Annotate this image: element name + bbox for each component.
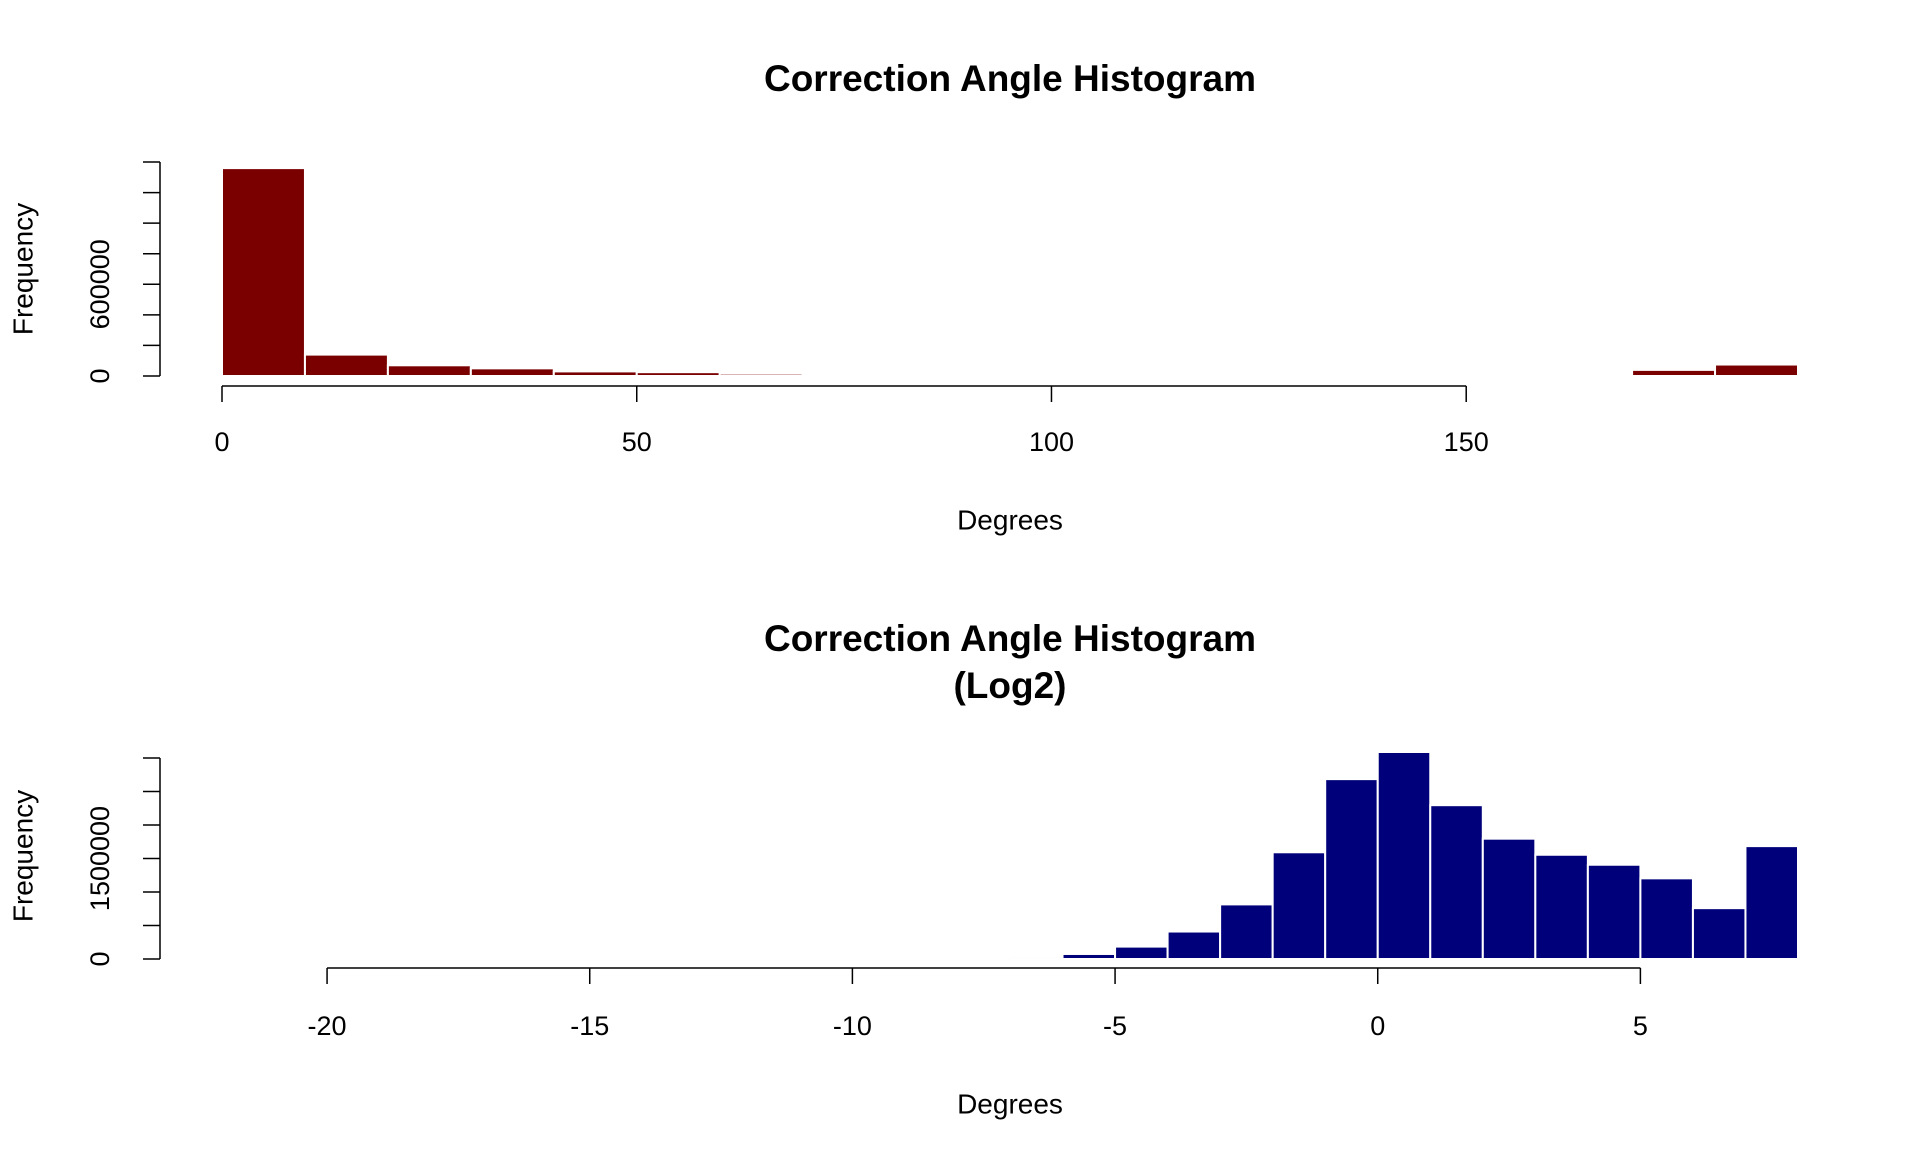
bar bbox=[1324, 778, 1379, 960]
y-tick-label: 0 bbox=[85, 951, 115, 966]
y-tick-label: 600000 bbox=[85, 239, 115, 329]
histogram-panel: Correction Angle Histogram (Log2) Degrees F… bbox=[7, 618, 1800, 1119]
bar bbox=[718, 372, 804, 378]
y-tick-label: 0 bbox=[85, 368, 115, 383]
x-tick-label: -20 bbox=[308, 1011, 347, 1041]
bar bbox=[635, 371, 721, 377]
y-axis-label: Frequency bbox=[7, 203, 38, 335]
bar bbox=[303, 353, 389, 378]
bar bbox=[1534, 853, 1589, 961]
bar bbox=[1114, 945, 1169, 961]
bar bbox=[1586, 863, 1642, 961]
bar bbox=[1009, 955, 1064, 961]
bar bbox=[1429, 804, 1484, 961]
bar bbox=[469, 367, 555, 378]
bar bbox=[1631, 368, 1717, 377]
bar bbox=[552, 370, 638, 377]
bar bbox=[1691, 907, 1747, 960]
bar bbox=[801, 373, 887, 377]
x-tick-label: 150 bbox=[1444, 427, 1489, 457]
bar bbox=[1639, 877, 1694, 960]
bar bbox=[884, 374, 970, 378]
x-tick-label: 50 bbox=[622, 427, 652, 457]
y-axis-label: Frequency bbox=[7, 790, 38, 922]
x-tick-label: 100 bbox=[1029, 427, 1074, 457]
x-axis-label: Degrees bbox=[957, 504, 1063, 535]
bar bbox=[386, 364, 472, 377]
x-tick-label: -15 bbox=[570, 1011, 609, 1041]
x-axis-label: Degrees bbox=[957, 1088, 1063, 1119]
bar bbox=[1061, 952, 1117, 960]
x-tick-label: -10 bbox=[833, 1011, 872, 1041]
bar bbox=[1271, 851, 1327, 961]
histogram-panel: Correction Angle Histogram Degrees Frequen… bbox=[7, 58, 1799, 535]
chart-title: (Log2) bbox=[953, 665, 1066, 706]
y-tick-label: 1500000 bbox=[85, 806, 115, 911]
bar bbox=[1219, 903, 1274, 960]
bar bbox=[221, 167, 306, 377]
x-tick-label: -5 bbox=[1103, 1011, 1127, 1041]
bar bbox=[1714, 363, 1799, 377]
bar bbox=[1744, 845, 1800, 960]
x-tick-label: 0 bbox=[214, 427, 229, 457]
bar bbox=[1166, 930, 1222, 961]
x-tick-label: 5 bbox=[1633, 1011, 1648, 1041]
chart-title: Correction Angle Histogram bbox=[764, 618, 1256, 659]
chart-title: Correction Angle Histogram bbox=[764, 58, 1256, 99]
bar bbox=[1376, 751, 1432, 960]
bar bbox=[1481, 837, 1537, 960]
x-tick-label: 0 bbox=[1370, 1011, 1385, 1041]
